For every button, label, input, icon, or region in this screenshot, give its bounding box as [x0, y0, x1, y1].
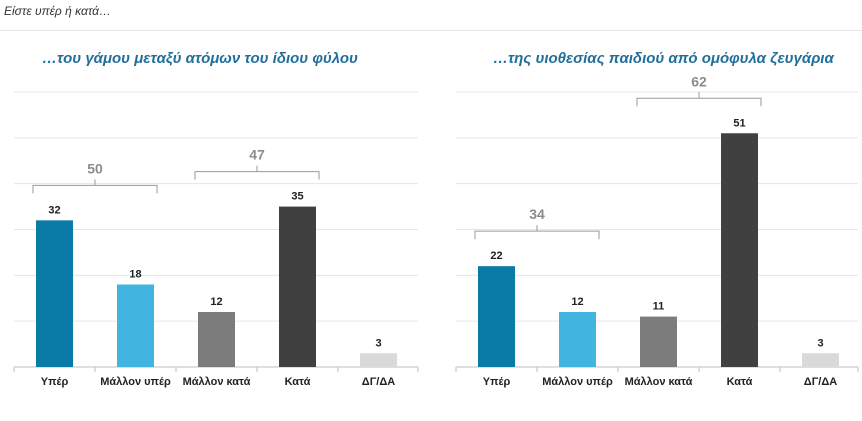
group-bracket-1-0 — [474, 225, 600, 240]
data-label-0-2: 12 — [210, 296, 222, 308]
category-label-1-4: ΔΓ/ΔΑ — [804, 376, 837, 388]
data-label-0-0: 32 — [48, 204, 60, 216]
data-label-0-1: 18 — [129, 269, 141, 281]
group-total-label-1-0: 34 — [529, 206, 545, 222]
category-label-0-4: ΔΓ/ΔΑ — [362, 376, 395, 388]
data-label-1-3: 51 — [733, 117, 745, 129]
bar-0-0 — [36, 220, 73, 367]
bar-1-1 — [559, 312, 596, 367]
group-total-label-1-1: 62 — [691, 73, 707, 89]
bar-0-4 — [360, 353, 397, 367]
group-total-label-0-1: 47 — [249, 147, 265, 163]
category-label-1-0: Υπέρ — [483, 376, 511, 388]
data-label-1-0: 22 — [490, 250, 502, 262]
data-label-0-4: 3 — [375, 337, 381, 349]
bar-1-2 — [640, 316, 677, 367]
category-label-1-3: Κατά — [727, 376, 753, 388]
survey-question: Είστε υπέρ ή κατά… — [4, 4, 111, 18]
data-label-0-3: 35 — [291, 191, 303, 203]
category-label-0-3: Κατά — [285, 376, 311, 388]
data-label-1-4: 3 — [817, 337, 823, 349]
header-divider — [0, 30, 862, 31]
group-bracket-0-1 — [194, 165, 320, 180]
group-total-label-0-0: 50 — [87, 160, 103, 176]
category-label-0-1: Μάλλον υπέρ — [100, 376, 171, 388]
group-bracket-1-1 — [636, 92, 762, 107]
category-label-0-2: Μάλλον κατά — [183, 376, 251, 388]
bar-0-3 — [279, 206, 316, 367]
category-label-1-2: Μάλλον κατά — [625, 376, 693, 388]
category-label-1-1: Μάλλον υπέρ — [542, 376, 613, 388]
data-label-1-2: 11 — [653, 301, 665, 313]
category-label-0-0: Υπέρ — [41, 376, 69, 388]
bar-1-4 — [802, 353, 839, 367]
group-bracket-0-0 — [32, 179, 158, 194]
chart-title-marriage: …του γάμου μεταξύ ατόμων του ίδιου φύλου — [42, 50, 358, 67]
data-label-1-1: 12 — [571, 296, 583, 308]
bar-0-1 — [117, 284, 154, 367]
chart-title-adoption: …της υιοθεσίας παιδιού από ομόφυλα ζευγά… — [493, 50, 834, 67]
bar-0-2 — [198, 312, 235, 367]
bar-1-0 — [478, 266, 515, 367]
bar-1-3 — [721, 133, 758, 367]
